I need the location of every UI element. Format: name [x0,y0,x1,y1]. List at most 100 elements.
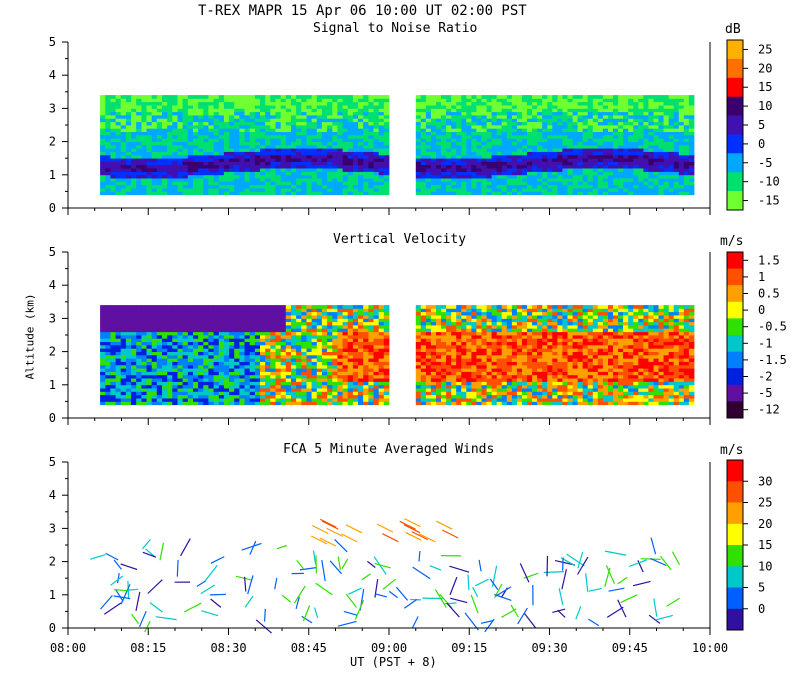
heatmap-cell [542,151,548,156]
heatmap-cell [481,101,487,106]
heatmap-cell [182,371,189,376]
heatmap-cell [229,168,235,172]
heatmap-cell [141,358,147,362]
heatmap-cell [115,111,122,116]
heatmap-cell [291,311,297,316]
heatmap-cell [486,168,493,172]
heatmap-cell [187,384,194,389]
heatmap-cell [688,191,695,196]
heatmap-cell [506,174,513,179]
heatmap-cell [415,178,422,182]
heatmap-cell [162,315,168,319]
heatmap-cell [352,128,359,132]
heatmap-cell [552,161,558,166]
heatmap-cell [141,118,147,123]
heatmap-cell [254,131,261,136]
heatmap-cell [446,164,452,169]
heatmap-cell [125,118,132,123]
heatmap-cell [141,108,147,113]
heatmap-cell [368,174,374,179]
heatmap-cell [244,118,251,123]
heatmap-cell [471,168,477,172]
heatmap-cell [562,121,568,126]
heatmap-cell [198,388,204,392]
heatmap-cell [562,138,568,142]
heatmap-cell [582,121,589,126]
heatmap-cell [430,174,437,179]
heatmap-cell [223,144,230,149]
heatmap-cell [678,98,685,103]
heatmap-cell [532,154,538,159]
heatmap-cell [306,184,313,189]
heatmap-cell [496,141,503,146]
heatmap-cell [358,118,364,123]
heatmap-cell [678,138,685,142]
heatmap-cell [321,358,328,362]
heatmap-cell [668,128,675,132]
heatmap-cell [198,191,204,196]
heatmap-cell [193,348,199,352]
heatmap-cell [182,128,189,132]
heatmap-cell [244,311,251,316]
heatmap-cell [577,141,584,146]
heatmap-cell [481,135,487,139]
heatmap-cell [506,95,513,99]
heatmap-cell [342,315,349,319]
heatmap-cell [187,351,194,356]
heatmap-cell [363,381,369,386]
heatmap-cell [368,388,374,392]
heatmap-cell [321,315,328,319]
heatmap-cell [668,151,675,156]
heatmap-cell [577,108,584,113]
heatmap-cell [167,394,173,399]
heatmap-cell [511,108,518,113]
heatmap-cell [270,164,276,169]
heatmap-cell [260,154,266,159]
heatmap-cell [557,168,563,172]
heatmap-cell [327,361,333,366]
heatmap-cell [436,121,442,126]
heatmap-cell [249,125,256,129]
heatmap-cell [239,108,245,113]
heatmap-cell [643,98,649,103]
heatmap-cell [141,354,147,359]
heatmap-cell [115,348,122,352]
heatmap-cell [285,148,292,152]
heatmap-cell [516,151,523,156]
heatmap-cell [254,318,261,323]
heatmap-cell [136,98,142,103]
heatmap-cell [187,348,194,352]
heatmap-cell [131,105,137,109]
heatmap-cell [291,358,297,362]
heatmap-cell [638,171,644,176]
heatmap-cell [223,128,230,132]
heatmap-cell [567,125,573,129]
heatmap-cell [618,135,624,139]
heatmap-cell [182,118,189,123]
colorbar-label: 20 [758,61,772,75]
heatmap-cell [229,164,235,169]
heatmap-cell [275,148,282,152]
heatmap-cell [511,101,518,106]
heatmap-cell [275,315,282,319]
heatmap-cell [162,325,168,329]
heatmap-cell [301,131,307,136]
heatmap-cell [177,121,184,126]
heatmap-cell [557,138,563,142]
heatmap-cell [602,118,609,123]
heatmap-cell [213,335,220,339]
heatmap-cell [466,118,472,123]
heatmap-cell [223,311,230,316]
heatmap-cell [638,105,644,109]
heatmap-cell [587,128,594,132]
heatmap-cell [608,168,614,172]
heatmap-cell [668,118,675,123]
heatmap-cell [368,101,374,106]
heatmap-cell [363,171,369,176]
heatmap-cell [363,118,369,123]
heatmap-cell [613,181,619,186]
heatmap-cell [285,348,292,352]
heatmap-cell [562,151,568,156]
heatmap-cell [110,111,116,116]
heatmap-cell [234,111,240,116]
